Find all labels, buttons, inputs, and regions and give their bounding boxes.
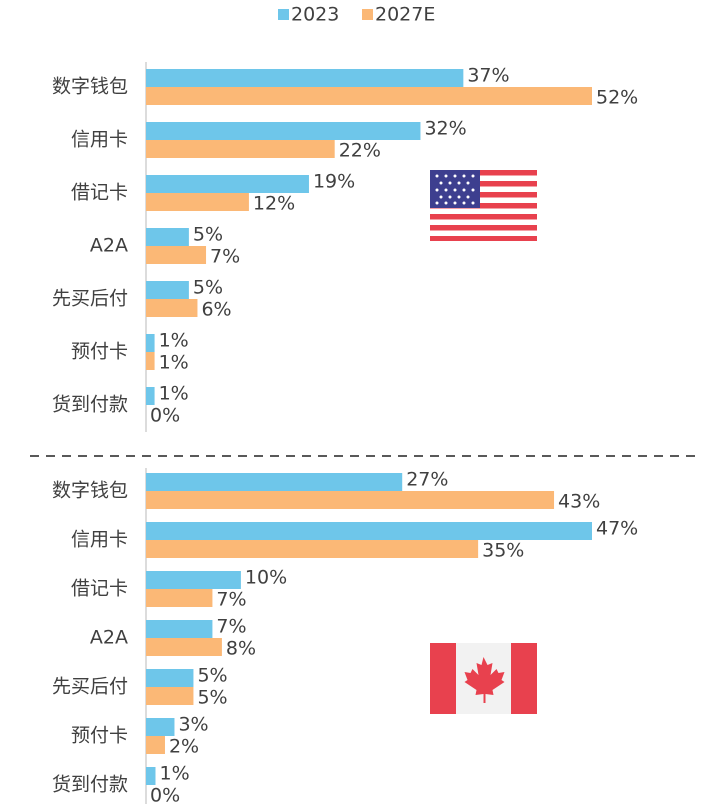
bar <box>146 334 155 352</box>
value-label: 1% <box>159 383 189 405</box>
value-label: 3% <box>178 714 208 736</box>
bar <box>146 571 241 589</box>
us-flag <box>430 170 537 241</box>
bar <box>146 193 249 211</box>
value-label: 32% <box>424 118 466 140</box>
bar <box>146 540 479 558</box>
value-label: 47% <box>596 518 638 540</box>
value-label: 2% <box>169 736 199 758</box>
value-label: 37% <box>467 65 509 87</box>
bar <box>146 767 156 785</box>
value-label: 12% <box>253 193 295 215</box>
value-label: 35% <box>482 540 524 562</box>
category-label: 信用卡 <box>71 129 128 151</box>
category-label: 货到付款 <box>52 774 128 796</box>
legend-swatch <box>278 9 289 20</box>
value-label: 22% <box>339 140 381 162</box>
category-label: 借记卡 <box>71 182 128 204</box>
bar <box>146 718 175 736</box>
category-label: A2A <box>90 627 128 649</box>
category-label: 预付卡 <box>71 341 128 363</box>
value-label: 1% <box>159 352 189 374</box>
category-label: A2A <box>90 235 128 257</box>
bar <box>146 87 592 105</box>
bar <box>146 491 555 509</box>
bar <box>146 620 213 638</box>
bar <box>146 387 155 405</box>
category-label: 预付卡 <box>71 725 128 747</box>
value-label: 43% <box>558 491 600 513</box>
category-label: 数字钱包 <box>52 76 128 98</box>
category-label: 数字钱包 <box>52 480 128 502</box>
bar <box>146 122 421 140</box>
value-label: 7% <box>216 589 246 611</box>
value-label: 10% <box>245 567 287 589</box>
bar <box>146 687 194 705</box>
category-label: 信用卡 <box>71 529 128 551</box>
value-label: 5% <box>193 224 223 246</box>
bar <box>146 669 194 687</box>
value-label: 1% <box>159 763 189 785</box>
value-label: 5% <box>193 277 223 299</box>
value-label: 5% <box>197 665 227 687</box>
value-label: 1% <box>159 330 189 352</box>
bar <box>146 228 189 246</box>
bar <box>146 522 592 540</box>
value-label: 19% <box>313 171 355 193</box>
bar <box>146 140 335 158</box>
bar <box>146 473 403 491</box>
category-label: 货到付款 <box>52 394 128 416</box>
bar <box>146 352 155 370</box>
bar <box>146 638 222 656</box>
bar <box>146 69 464 87</box>
value-label: 0% <box>150 405 180 427</box>
bar <box>146 589 213 607</box>
bar <box>146 175 309 193</box>
category-label: 先买后付 <box>52 288 128 310</box>
legend-swatch <box>362 9 373 20</box>
bar <box>146 246 207 264</box>
value-label: 0% <box>150 785 180 806</box>
value-label: 7% <box>216 616 246 638</box>
legend-label: 2023 <box>291 4 339 26</box>
canada-flag <box>430 643 537 714</box>
value-label: 27% <box>406 469 448 491</box>
value-label: 6% <box>201 299 231 321</box>
value-label: 5% <box>197 687 227 709</box>
bar <box>146 281 189 299</box>
value-label: 8% <box>226 638 256 660</box>
bar <box>146 736 165 754</box>
bar <box>146 299 198 317</box>
legend-label: 2027E <box>375 4 435 26</box>
value-label: 52% <box>596 87 638 109</box>
category-label: 先买后付 <box>52 676 128 698</box>
category-label: 借记卡 <box>71 578 128 600</box>
value-label: 7% <box>210 246 240 268</box>
